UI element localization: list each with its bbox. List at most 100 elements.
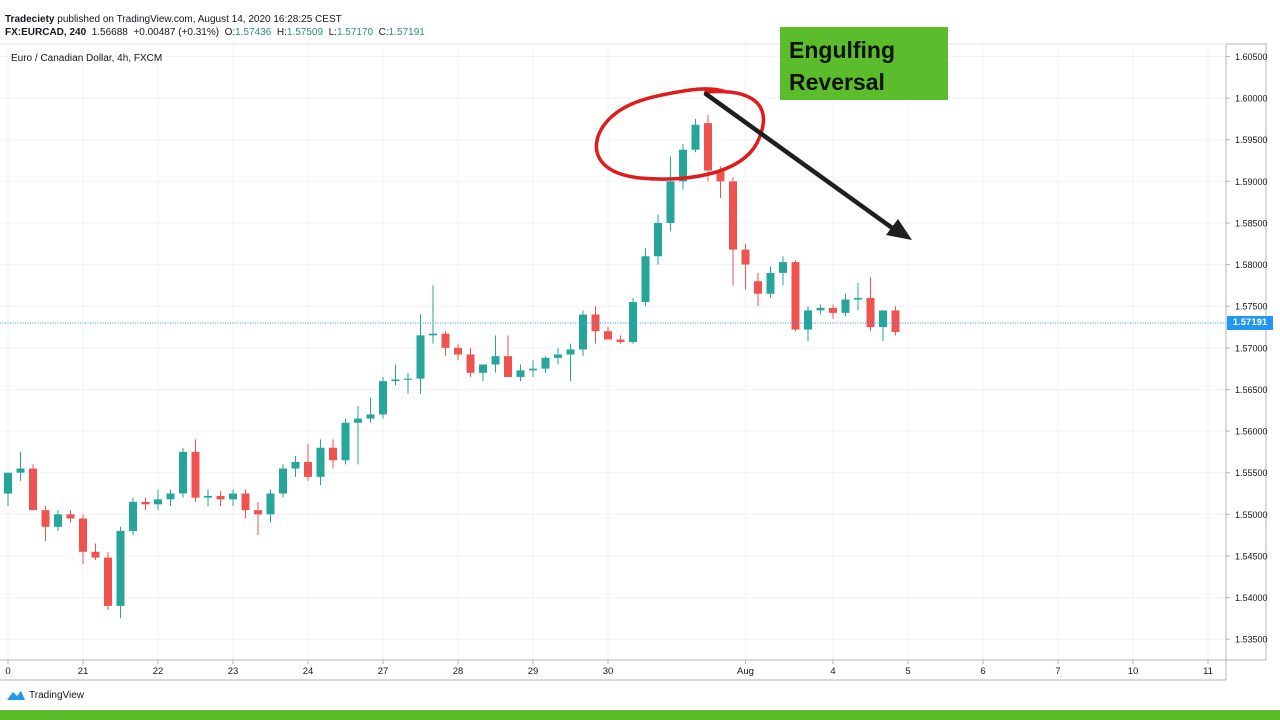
candle-body [566,349,575,355]
candle-body [866,297,875,328]
x-tick-label: 7 [1055,666,1060,677]
candle [566,343,575,382]
candle [891,306,900,336]
candle-body [116,530,125,606]
y-tick-label: 1.58500 [1235,218,1268,228]
candle-body [66,514,75,519]
candle [266,489,275,523]
horizontal-grid [0,55,1226,640]
chart-header: Tradeciety published on TradingView.com,… [5,13,425,39]
candle [479,364,487,382]
candle-body [691,124,700,150]
candle [416,314,425,394]
candle-body [491,356,500,365]
y-tick-label: 1.55500 [1235,468,1268,478]
candle [554,347,562,365]
x-tick-label: Aug [737,666,754,677]
x-tick-label: 23 [228,666,239,677]
candle-body [854,297,862,300]
candle-body [91,551,100,558]
candle [379,376,387,419]
candle-body [604,331,612,340]
candle-body [804,310,812,330]
reversal-arrow-head [886,219,912,240]
candle-body [229,493,237,500]
candle [354,406,362,465]
last-price: 1.56688 [91,27,128,38]
close-label: C: [378,27,389,38]
candle [641,247,650,307]
candle [16,451,25,482]
engulfing-circle [594,87,766,181]
tradingview-brand[interactable]: TradingView [6,689,84,701]
candle-body [391,379,400,382]
candle [629,297,637,344]
candle [516,364,525,382]
candle-body [341,422,350,461]
candle-body [416,335,425,379]
chart-title: Euro / Canadian Dollar, 4h, FXCM [11,53,162,64]
time-axis-labels: 0 21 22 23 24 27 28 29 30 Aug 4 5 6 7 10 11 [5,660,1213,677]
candle [454,343,462,361]
y-tick-label: 1.56000 [1235,427,1268,437]
candle [604,327,612,340]
x-tick-label: 11 [1203,666,1213,677]
candle [391,364,400,386]
candle [279,464,287,498]
candle-body [829,307,837,313]
candle [91,543,100,561]
candle [791,260,800,332]
y-tick-label: 1.57000 [1235,343,1268,353]
candle-body [729,181,737,250]
vertical-grid [7,44,1209,660]
candle-body [29,468,37,511]
x-tick-label: 22 [153,666,164,677]
y-tick-label: 1.57500 [1235,302,1268,312]
candle [579,310,587,357]
candle [54,510,62,531]
candle [816,304,825,315]
candle [79,514,87,565]
candle [679,143,687,190]
x-tick-label: 21 [78,666,89,677]
candle-body [154,499,162,505]
candle [529,360,537,377]
low-label: L: [328,27,337,38]
y-tick-label: 1.53500 [1235,635,1268,645]
candle [691,118,700,153]
candle [204,489,212,506]
candle [41,506,50,541]
candle [866,277,875,332]
candle [154,489,162,511]
candle-body [379,381,387,415]
candle-body [79,518,87,552]
candle-body [329,447,337,461]
candle-body [404,378,412,380]
engulfing-reversal-callout: Engulfing Reversal [780,27,948,100]
brand-label: TradingView [29,689,85,701]
candle [666,156,675,232]
candle-body [454,347,462,355]
candle [216,491,225,506]
x-tick-label: 4 [830,666,835,677]
candle-body [241,493,250,511]
candle [141,497,150,511]
candle-body [141,501,150,505]
candle [29,464,37,511]
candle-body [304,461,312,477]
candle-body [54,514,62,527]
candle-body [754,281,762,294]
candle [504,335,512,377]
candle-body [441,333,450,348]
candle-body [666,181,675,223]
reversal-arrow [703,91,898,233]
candle-body [266,493,275,515]
low-value: 1.57170 [336,27,374,38]
candle-body [479,364,487,373]
candle-body [16,468,25,473]
bottom-accent-bar [0,710,1280,720]
candle-body [641,256,650,303]
candle [766,266,775,298]
y-tick-label: 1.58000 [1235,260,1268,270]
